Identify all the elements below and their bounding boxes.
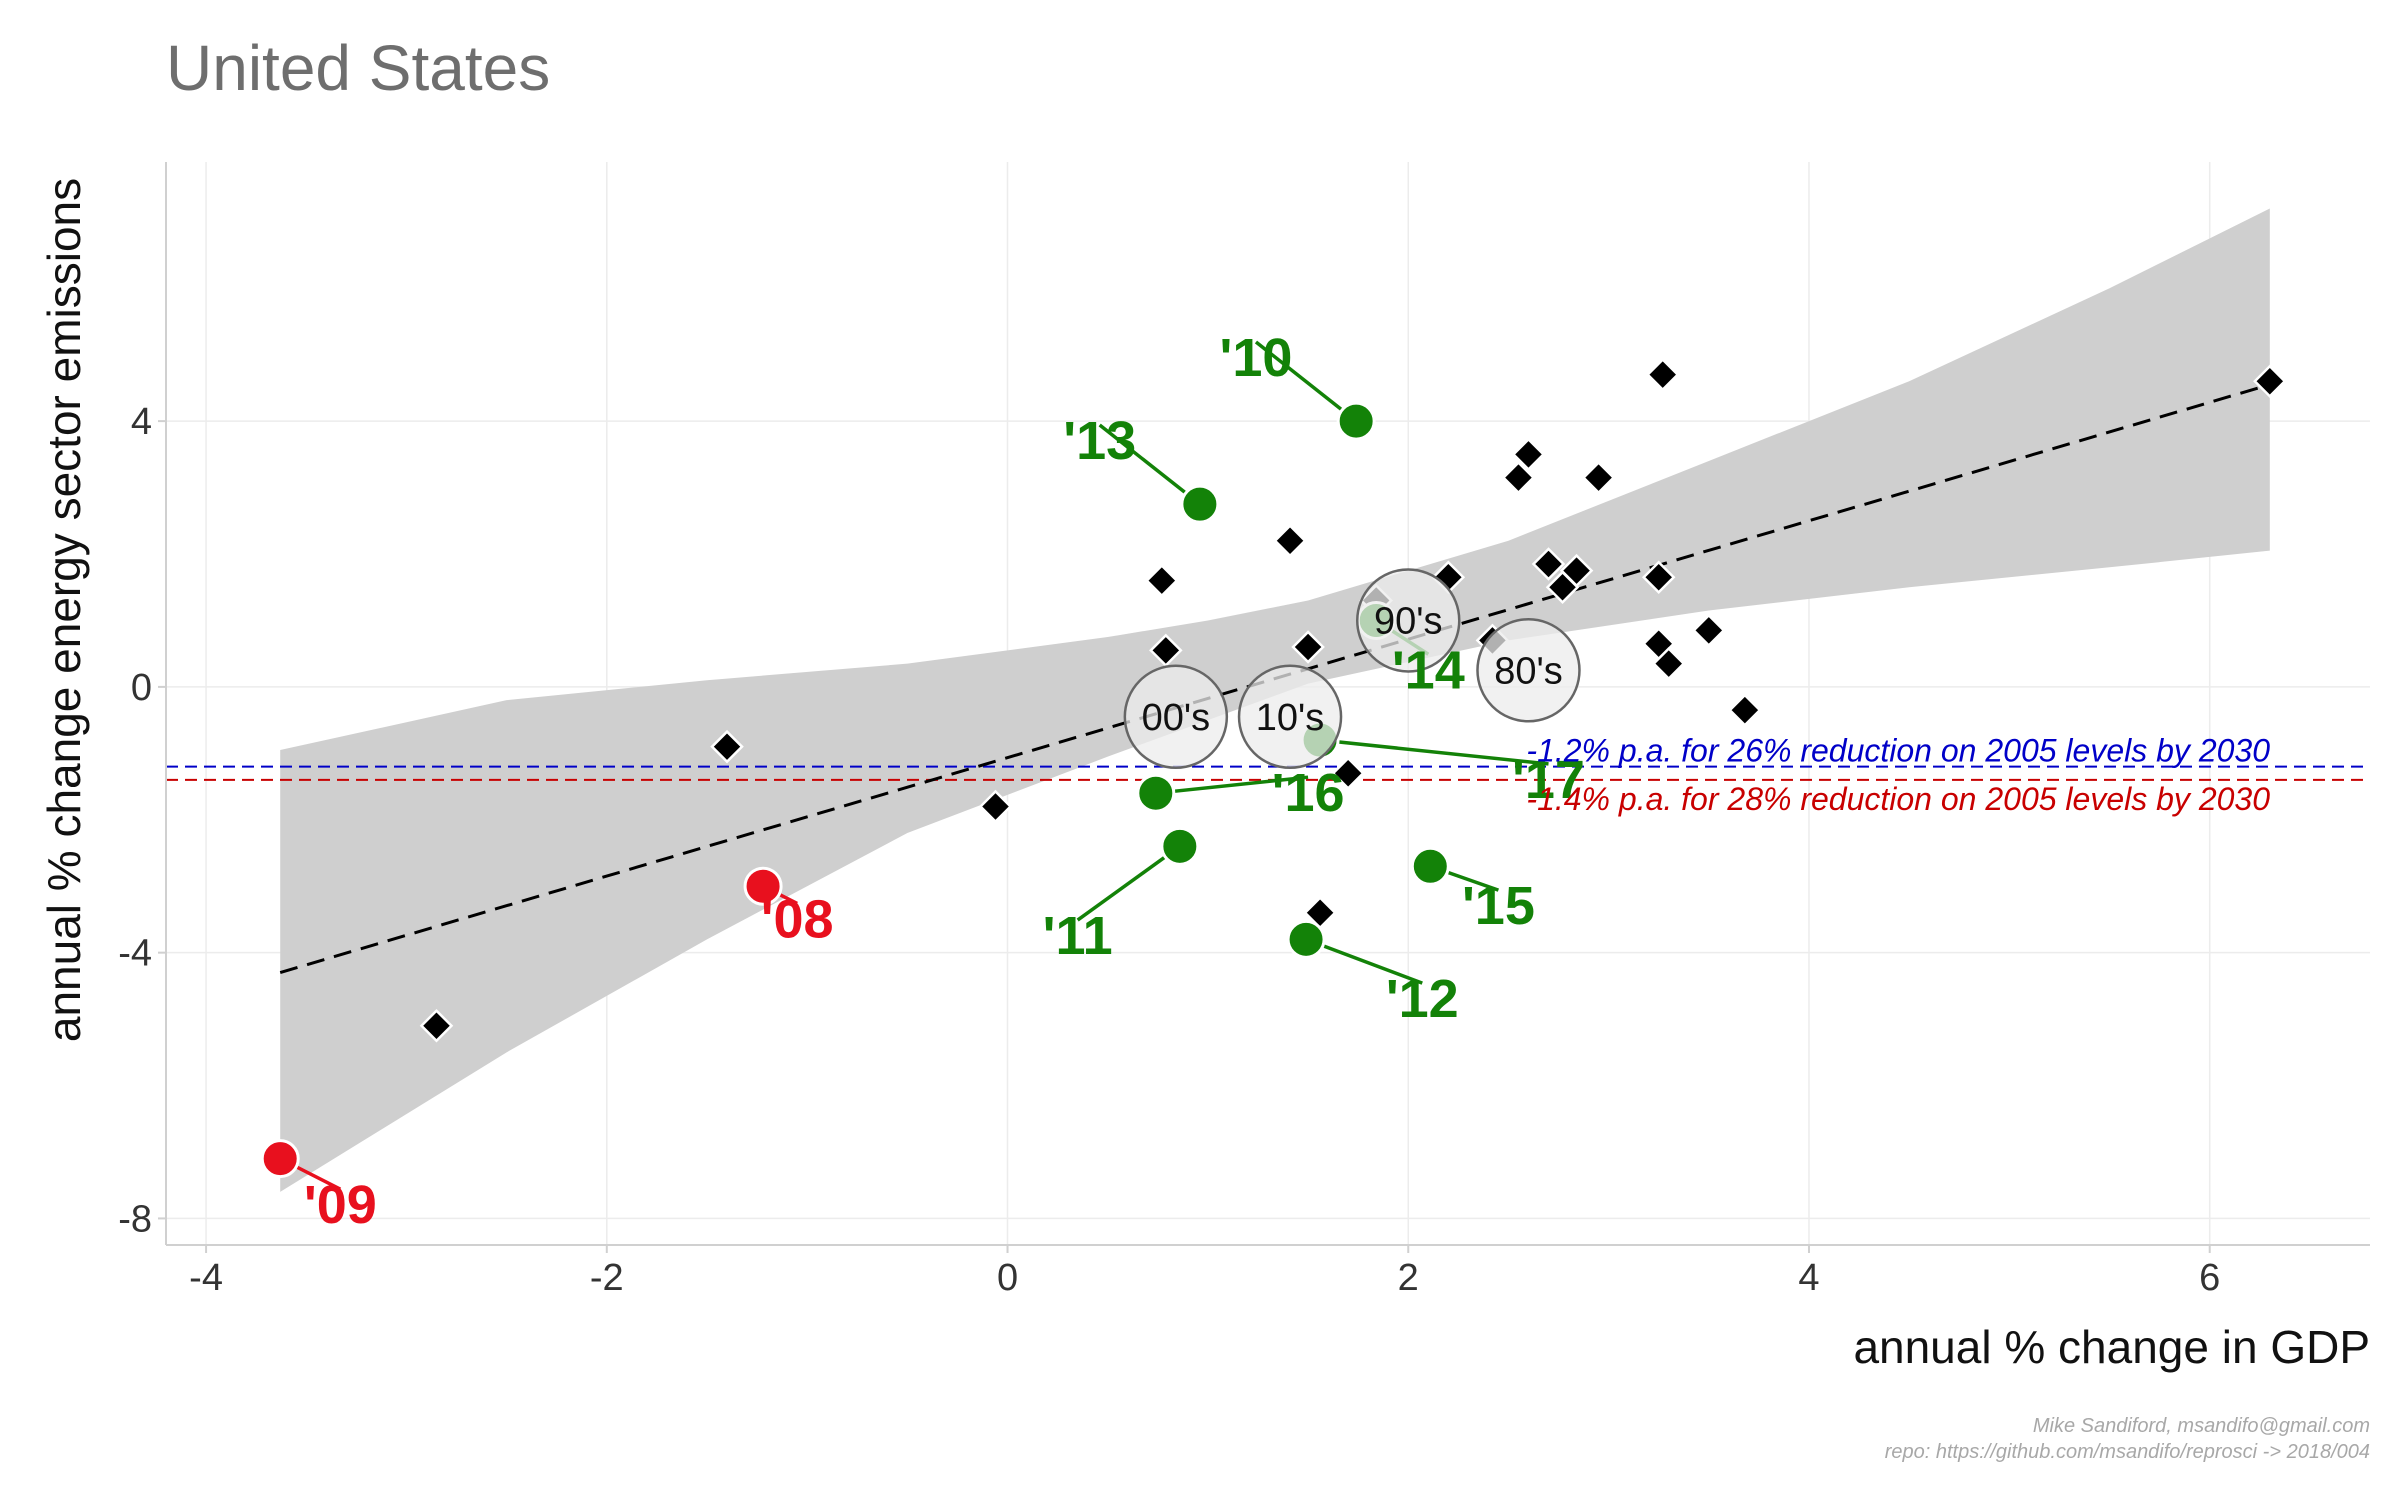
historical-point (2253, 364, 2287, 399)
year-label: '14 (1392, 640, 1465, 700)
x-tick-label: 0 (997, 1257, 1018, 1299)
confidence-band-area (280, 208, 2270, 1192)
year-label: '17 (1512, 750, 1585, 810)
decade-mean-circle (1356, 568, 1461, 673)
historical-point (1559, 553, 1594, 588)
y-tick-label: -4 (118, 933, 152, 975)
year-label: '10 (1220, 328, 1293, 388)
repo-line: repo: https://github.com/msandifo/repros… (1885, 1441, 2370, 1463)
y-tick-label: 0 (131, 667, 152, 709)
historical-point (1641, 560, 1676, 595)
historical-point (1511, 437, 1546, 472)
historical-point (1651, 646, 1686, 681)
year-label: '12 (1386, 969, 1459, 1029)
label-leader (1098, 423, 1201, 506)
year-labels: '08 '09 '10 '11 '12 '13 '14 '15 '16 '17 (304, 328, 1585, 1235)
chart-title: United States (166, 32, 550, 104)
x-axis-title: annual % change in GDP (1853, 1321, 2370, 1373)
historical-point (1692, 613, 1726, 648)
x-tick-label: -4 (189, 1257, 223, 1299)
decade-mean-circle (1123, 664, 1229, 770)
label-leader (1305, 937, 1423, 985)
historical-point (1531, 547, 1566, 581)
label-leader (1254, 340, 1358, 423)
y-tick-label: -8 (118, 1198, 152, 1240)
historical-point (1331, 756, 1365, 791)
year-label: '11 (1043, 906, 1113, 966)
year-label: '15 (1462, 876, 1535, 936)
historical-point (1145, 563, 1179, 598)
reference-label: -1.4% p.a. for 28% reduction on 2005 lev… (1526, 781, 2270, 817)
reference-labels: -1.2% p.a. for 26% reduction on 2005 lev… (1526, 733, 2270, 817)
confidence-band (280, 208, 2270, 1192)
year-point (1136, 773, 1176, 813)
year-point (1160, 826, 1200, 866)
historical-point (978, 789, 1013, 824)
x-tick-label: 6 (2199, 1257, 2220, 1299)
x-tick-label: 2 (1398, 1257, 1419, 1299)
historical-point (1501, 460, 1536, 495)
decade-label: 10's (1256, 697, 1325, 739)
x-tick-label: 4 (1798, 1257, 1819, 1299)
decade-mean-circle (1237, 664, 1343, 770)
historical-point (710, 729, 744, 764)
decade-label: 90's (1374, 600, 1443, 642)
year-point (743, 866, 783, 906)
label-leader (1076, 844, 1181, 922)
decade-mean-circle (1476, 618, 1581, 723)
year-point (1336, 401, 1376, 441)
historical-point (1149, 633, 1183, 668)
historical-point (1273, 523, 1307, 558)
year-label: '16 (1272, 763, 1345, 823)
historical-point (1645, 357, 1680, 392)
reference-label: -1.2% p.a. for 26% reduction on 2005 lev… (1526, 733, 2270, 769)
year-label: '08 (761, 889, 834, 949)
y-axis-title: annual % change energy sector emissions (38, 178, 90, 1042)
axes (158, 162, 2370, 1253)
year-point (1180, 484, 1220, 524)
historical-points (419, 357, 2287, 1043)
decade-label: 80's (1494, 650, 1563, 692)
year-point (1286, 919, 1326, 959)
year-point (260, 1139, 300, 1179)
label-leader (1155, 775, 1309, 795)
decade-label: 00's (1142, 697, 1211, 739)
historical-point (1581, 460, 1616, 495)
historical-point (1728, 693, 1762, 727)
decade-means: 00's 10's 90's 80's (1123, 568, 1581, 770)
label-leader (1319, 738, 1549, 766)
historical-point (419, 1008, 454, 1043)
x-tick-label: -2 (590, 1257, 624, 1299)
year-point (1410, 846, 1450, 886)
tick-labels: -4 -2 0 2 4 6 -8 -4 0 4 (118, 401, 2220, 1299)
y-tick-label: 4 (131, 401, 152, 443)
credit-line: Mike Sandiford, msandifo@gmail.com (2033, 1415, 2370, 1437)
year-label: '13 (1063, 411, 1136, 471)
historical-point (1291, 630, 1325, 664)
year-label: '09 (304, 1175, 377, 1235)
